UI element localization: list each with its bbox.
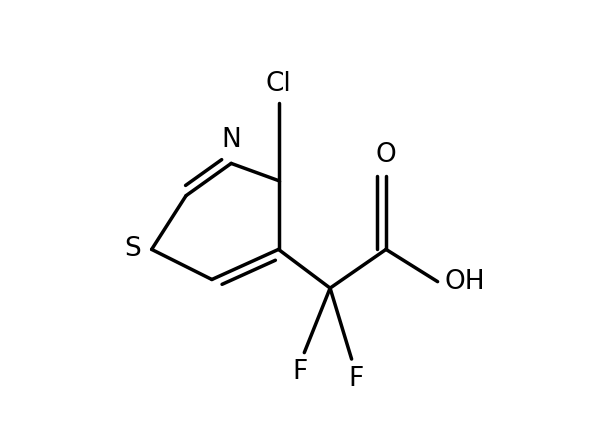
Text: OH: OH xyxy=(444,269,485,295)
Text: O: O xyxy=(376,142,397,168)
Text: S: S xyxy=(124,237,141,262)
Text: F: F xyxy=(292,359,308,385)
Text: N: N xyxy=(221,127,241,153)
Text: F: F xyxy=(348,366,364,391)
Text: Cl: Cl xyxy=(266,71,292,97)
